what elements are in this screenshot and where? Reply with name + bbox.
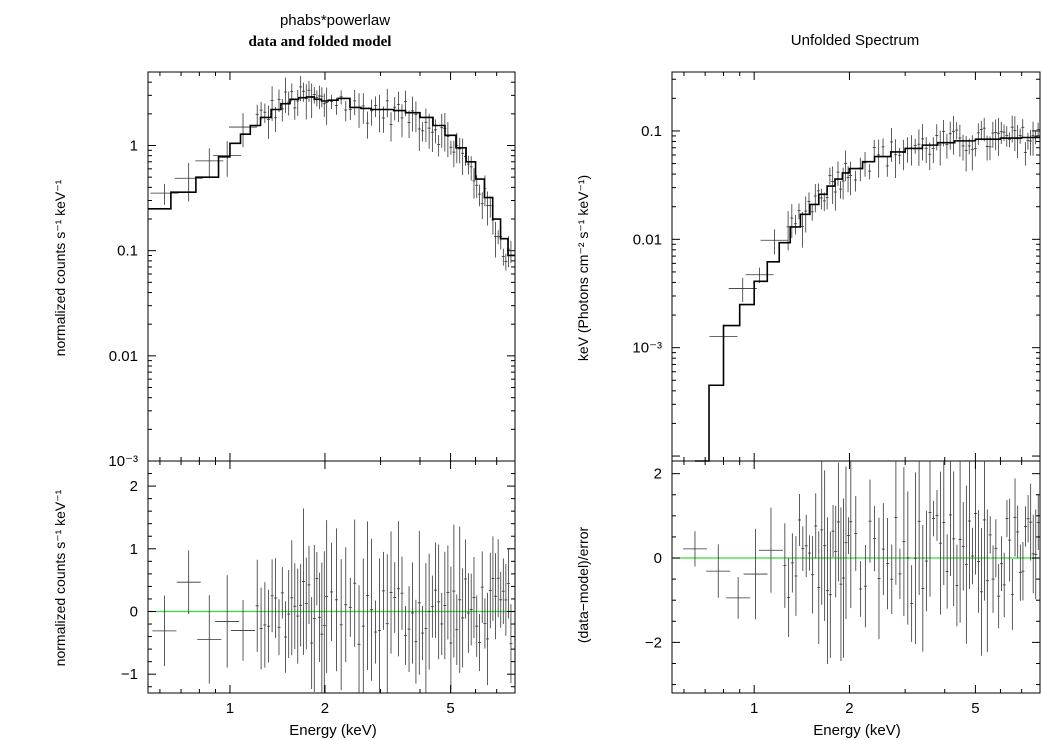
right-top-frame bbox=[671, 71, 1041, 462]
right-title: Unfolded Spectrum bbox=[791, 32, 919, 49]
left-top-ytick-label: 0.1 bbox=[117, 243, 138, 260]
left-top-ylabel: normalized counts s⁻¹ keV⁻¹ bbox=[52, 179, 68, 356]
right-bottom-ytick-label: 0 bbox=[654, 550, 662, 567]
left-bottom-ytick-label: −1 bbox=[121, 666, 138, 683]
right-xlabel: Energy (keV) bbox=[813, 722, 901, 739]
left-bottom-xtick-label: 1 bbox=[226, 700, 234, 717]
left-bottom-xtick-label: 2 bbox=[321, 700, 329, 717]
right-bottom-xtick-label: 2 bbox=[845, 700, 853, 717]
right-top-ylabel: keV (Photons cm⁻² s⁻¹ keV⁻¹) bbox=[575, 175, 591, 361]
right-bottom-frame bbox=[671, 460, 1041, 694]
left-bottom-ytick-label: 2 bbox=[130, 478, 138, 495]
right-bottom-ylabel: (data−model)/error bbox=[575, 526, 591, 643]
right-bottom-xtick-label: 1 bbox=[750, 700, 758, 717]
right-bottom-ytick-label: −2 bbox=[645, 634, 662, 651]
right-bottom-xtick-label: 5 bbox=[971, 700, 979, 717]
left-bottom-ytick-label: 0 bbox=[130, 603, 138, 620]
left-top-ytick-label: 10⁻³ bbox=[108, 453, 138, 470]
left-bottom-ylabel: normalized counts s⁻¹ keV⁻¹ bbox=[52, 489, 68, 666]
left-bottom-ytick-label: 1 bbox=[130, 541, 138, 558]
right-top-ytick-label: 10⁻³ bbox=[632, 340, 662, 357]
left-bottom-xtick-label: 5 bbox=[446, 700, 454, 717]
right-bottom-ytick-label: 2 bbox=[654, 466, 662, 483]
right-top-model-line bbox=[694, 136, 1040, 462]
left-xlabel: Energy (keV) bbox=[289, 722, 377, 739]
right-top-ytick-label: 0.01 bbox=[633, 231, 662, 248]
left-bottom-frame bbox=[147, 460, 516, 694]
left-title-line1: phabs*powerlaw bbox=[280, 12, 390, 29]
left-title-line2: data and folded model bbox=[249, 34, 392, 50]
left-top-frame bbox=[147, 71, 516, 462]
left-top-ytick-label: 0.01 bbox=[109, 348, 138, 365]
right-top-ytick-label: 0.1 bbox=[641, 123, 662, 140]
left-top-model-line bbox=[148, 96, 515, 257]
left-top-ytick-label: 1 bbox=[130, 138, 138, 155]
